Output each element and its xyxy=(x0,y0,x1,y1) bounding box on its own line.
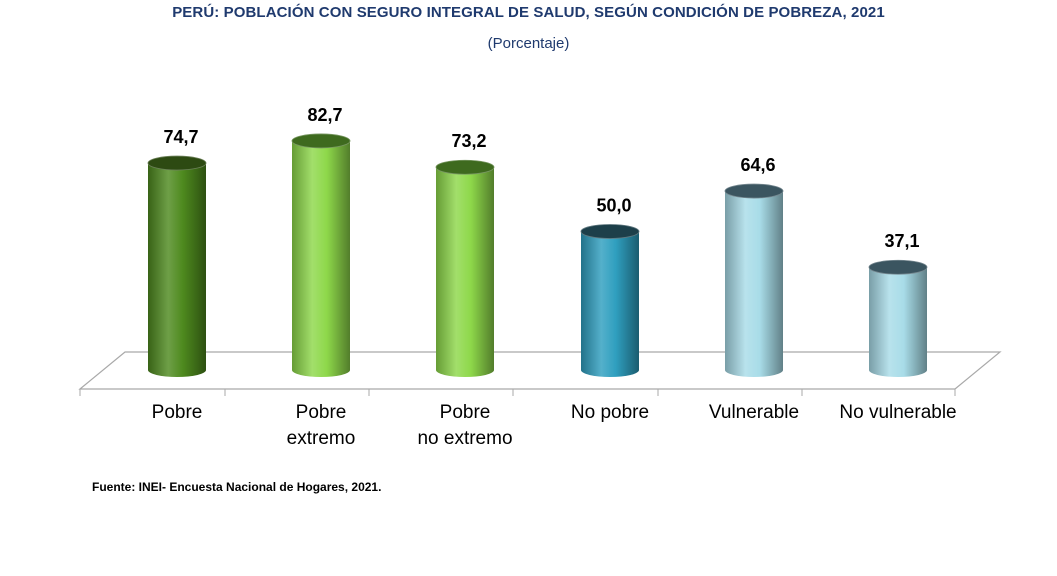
category-label: Pobre no extremo xyxy=(417,402,512,449)
source-note: Fuente: INEI- Encuesta Nacional de Hogar… xyxy=(92,480,382,494)
bar-top xyxy=(868,259,928,275)
data-label: 73,2 xyxy=(451,131,486,151)
bar-top xyxy=(580,224,640,239)
bar-body xyxy=(581,231,639,377)
bar-top xyxy=(435,159,495,175)
category-label: Pobre extremo xyxy=(287,402,356,449)
bar-body xyxy=(725,191,783,377)
category-label: Vulnerable xyxy=(709,402,799,423)
bar-top xyxy=(724,183,784,199)
bar-body xyxy=(292,140,350,377)
chart-floor xyxy=(78,351,1002,390)
bar-top xyxy=(291,133,351,149)
bar-body xyxy=(148,163,206,377)
category-label: No vulnerable xyxy=(839,402,956,423)
data-label: 74,7 xyxy=(163,127,198,147)
data-label: 37,1 xyxy=(884,231,919,251)
data-label: 82,7 xyxy=(307,105,342,125)
bar-top xyxy=(147,155,207,171)
data-label: 64,6 xyxy=(740,155,775,175)
bar-2 xyxy=(435,159,495,377)
bar-3 xyxy=(580,224,640,377)
chart-subtitle: (Porcentaje) xyxy=(487,35,570,52)
category-label: Pobre xyxy=(152,402,203,423)
bar-body xyxy=(436,167,494,377)
category-label: No pobre xyxy=(571,402,649,423)
chart-title: PERÚ: POBLACIÓN CON SEGURO INTEGRAL DE S… xyxy=(172,4,885,21)
bar-5 xyxy=(868,259,928,377)
data-label: 50,0 xyxy=(596,196,631,216)
bar-4 xyxy=(724,183,784,377)
bar-1 xyxy=(291,133,351,377)
bar-body xyxy=(869,267,927,377)
bar-0 xyxy=(147,155,207,377)
